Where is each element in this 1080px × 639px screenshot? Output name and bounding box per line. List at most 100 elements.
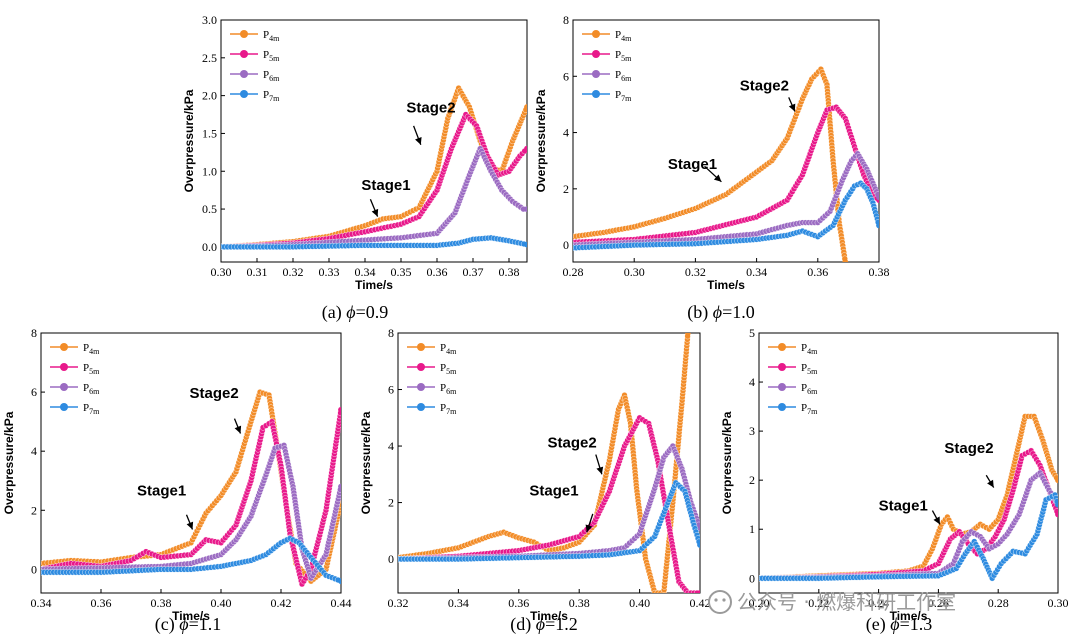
- panel-d-xtick-label: 0.38: [569, 596, 590, 610]
- panel-b-legend-base: P: [615, 29, 621, 41]
- panel-b-x-axis-title: Time/s: [707, 278, 745, 292]
- panel-b-point-P4m: [842, 259, 849, 262]
- panel-d-point-P4m: [685, 333, 691, 336]
- panel-d: 0.32 0.34 0.36 0.38 0.40 0.42 0 2 4 6 8 Time/s Overp…: [359, 326, 711, 635]
- panel-d-annotation-arrowhead: [596, 466, 604, 475]
- panel-c-legend-base: P: [83, 342, 89, 354]
- panel-a-legend-base: P: [263, 29, 269, 41]
- panel-e-xtick-label: 0.30: [1048, 596, 1069, 610]
- panel-b-point-P6m: [876, 194, 879, 201]
- panel-e-point-P7m: [1055, 501, 1058, 508]
- panel-e-y-axis-title: Overpressure/kPa: [720, 411, 734, 514]
- panel-b-legend-sub: 6m: [621, 74, 632, 83]
- panel-c-xtick-label: 0.34: [31, 596, 52, 610]
- panel-a-legend-label: P6m: [263, 69, 280, 83]
- panel-e-x-axis-title: Time/s: [890, 609, 928, 623]
- panel-a-legend-sub: 4m: [269, 34, 280, 43]
- panel-b-ytick-label: 2: [563, 182, 569, 196]
- panel-e-plot-frame: [758, 332, 1059, 594]
- panel-a-legend-marker: [240, 30, 248, 38]
- panel-c-ytick-label: 6: [31, 385, 37, 399]
- panel-c-legend-marker: [60, 363, 68, 371]
- panel-e-legend-base: P: [801, 342, 807, 354]
- panel-c-legend-marker: [60, 403, 68, 411]
- panel-e-annotation-stage2: Stage2: [944, 440, 993, 457]
- panel-e-ytick-label: 1: [749, 522, 755, 536]
- panel-a-xtick-label: 0.37: [463, 265, 484, 279]
- panel-e-xtick-label: 0.24: [868, 596, 889, 610]
- panel-a-legend-base: P: [263, 89, 269, 101]
- panel-c-y-axis-title: Overpressure/kPa: [2, 411, 16, 514]
- panel-c-legend-base: P: [83, 362, 89, 374]
- panel-d-legend-marker: [417, 383, 425, 391]
- panel-e-ytick-label: 5: [749, 326, 755, 340]
- panel-d-point-P7m: [697, 542, 700, 548]
- panel-b-caption-suffix: =1.0: [722, 302, 755, 322]
- panel-e-legend-sub: 7m: [807, 407, 818, 416]
- panel-d-point-P5m: [697, 590, 700, 593]
- watermark-text: 公众号 · 燃爆科研工作室: [737, 590, 956, 614]
- panel-b-legend-base: P: [615, 69, 621, 81]
- panel-e-legend-label: P6m: [801, 382, 818, 396]
- panel-c-caption-prefix: (c): [155, 614, 179, 635]
- panel-a-ytick-label: 0.5: [202, 202, 217, 216]
- panel-c-legend-sub: 5m: [89, 367, 100, 376]
- panel-c-point-P7m: [338, 578, 341, 585]
- panel-e-legend-label: P4m: [801, 342, 818, 356]
- panel-b-caption-prefix: (b): [687, 302, 713, 323]
- panel-c-legend-label: P6m: [83, 382, 100, 396]
- panel-e-series-group: [759, 413, 1058, 582]
- panel-c-annotation-stage2: Stage2: [190, 385, 239, 402]
- panel-a-annotation-stage1: Stage1: [361, 177, 410, 194]
- panel-a-caption-prefix: (a): [322, 302, 346, 323]
- panel-a-series-group: [221, 84, 527, 251]
- panel-d-ytick-label: 8: [388, 326, 394, 340]
- panel-b-annotation-arrowhead: [788, 103, 796, 112]
- panel-a-point-P5m: [524, 145, 527, 152]
- panel-e-point-P5m: [1055, 511, 1058, 518]
- panel-c-xtick-label: 0.38: [151, 596, 172, 610]
- panel-e: 0.20 0.22 0.24 0.26 0.28 0.30 0 1 2 3 4 5 Time/s Over…: [720, 326, 1069, 635]
- panel-d-legend-marker: [417, 363, 425, 371]
- panel-b-caption: (b) ϕ=1.0: [687, 302, 754, 323]
- panel-e-legend-marker: [778, 383, 786, 391]
- panel-a-xtick-label: 0.31: [247, 265, 268, 279]
- panel-c-legend-marker: [60, 343, 68, 351]
- panel-a-ytick-label: 3.0: [202, 13, 217, 27]
- panel-a-caption-suffix: =0.9: [356, 302, 389, 322]
- panel-d-legend-base: P: [440, 362, 446, 374]
- panel-b-ytick-label: 0: [563, 238, 569, 252]
- panel-a-xtick-label: 0.32: [283, 265, 304, 279]
- panel-b-xtick-label: 0.28: [563, 265, 584, 279]
- panel-e-legend-base: P: [801, 402, 807, 414]
- panel-c-legend-sub: 7m: [89, 407, 100, 416]
- panel-e-annotation-arrowhead: [987, 479, 994, 488]
- panel-b-xtick-label: 0.30: [624, 265, 645, 279]
- panel-a-annotation-stage2: Stage2: [406, 99, 455, 116]
- panel-c-plot-frame: [40, 332, 342, 594]
- panel-d-legend-label: P5m: [440, 362, 457, 376]
- panel-c-ytick-label: 4: [31, 444, 37, 458]
- panel-b-legend-sub: 4m: [621, 34, 632, 43]
- panel-e-annotation-arrowhead: [933, 516, 940, 525]
- panel-c-legend-label: P7m: [83, 402, 100, 416]
- panel-a-legend-sub: 7m: [269, 94, 280, 103]
- panel-c-annotation-arrowhead: [186, 521, 194, 530]
- panel-c-ytick-label: 8: [31, 326, 37, 340]
- panel-b-plot-frame: [572, 19, 880, 263]
- panel-b-annotation-arrowhead: [713, 174, 722, 182]
- panel-b-legend-marker: [592, 70, 600, 78]
- panel-d-legend-base: P: [440, 382, 446, 394]
- panel-b-legend-marker: [592, 50, 600, 58]
- panel-b-legend-label: P6m: [615, 69, 632, 83]
- panel-e-legend-label: P7m: [801, 402, 818, 416]
- panel-d-x-axis-title: Time/s: [530, 609, 568, 623]
- panel-e-legend-base: P: [801, 362, 807, 374]
- panel-e-xtick-label: 0.20: [749, 596, 770, 610]
- panel-d-ytick-label: 0: [388, 552, 394, 566]
- panel-e-ytick-label: 2: [749, 473, 755, 487]
- panel-e-xtick-label: 0.26: [928, 596, 949, 610]
- panel-e-legend-sub: 6m: [807, 387, 818, 396]
